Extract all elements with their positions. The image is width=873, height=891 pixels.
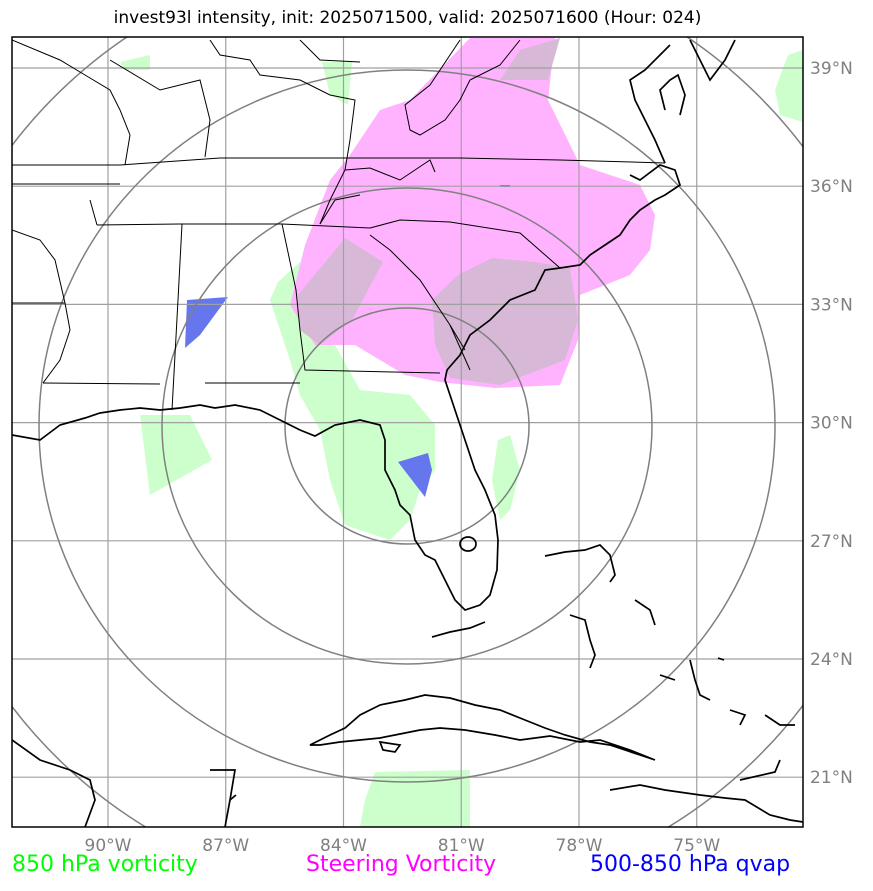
legend-qvap: 500-850 hPa qvap (590, 852, 791, 877)
latitude-tick-label: 24°N (810, 650, 853, 670)
latitude-tick-label: 27°N (810, 532, 853, 552)
legend-steering-vorticity: Steering Vorticity (306, 852, 497, 877)
state-boundaries (12, 39, 666, 411)
longitude-tick-labels: 90°W 87°W 84°W 81°W 78°W 75°W (85, 836, 721, 856)
latitude-tick-label: 21°N (810, 768, 853, 788)
coastlines (12, 39, 803, 827)
steering-vorticity-shading (290, 38, 655, 388)
legend-vorticity-850: 850 hPa vorticity (12, 852, 198, 877)
map-title: invest93l intensity, init: 2025071500, v… (113, 8, 702, 28)
longitude-tick-label: 84°W (320, 836, 367, 856)
longitude-tick-label: 81°W (438, 836, 485, 856)
latitude-tick-labels: 39°N 36°N 33°N 30°N 27°N 24°N 21°N (810, 59, 853, 788)
longitude-tick-label: 78°W (556, 836, 603, 856)
map-frame (11, 36, 804, 828)
longitude-tick-label: 90°W (85, 836, 132, 856)
graticule (12, 37, 803, 827)
latitude-tick-label: 33°N (810, 295, 853, 315)
latitude-tick-label: 30°N (810, 414, 853, 434)
latitude-tick-label: 39°N (810, 59, 853, 79)
latitude-tick-label: 36°N (810, 177, 853, 197)
longitude-tick-label: 75°W (673, 836, 720, 856)
longitude-tick-label: 87°W (202, 836, 249, 856)
